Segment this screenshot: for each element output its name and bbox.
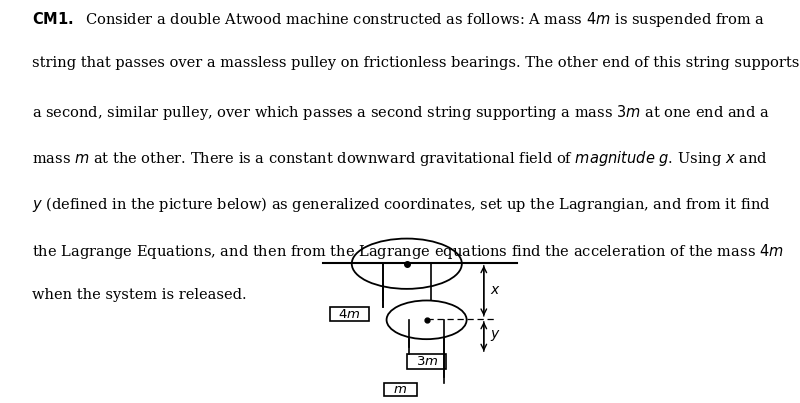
Text: $m$: $m$: [394, 383, 407, 396]
Text: $4m$: $4m$: [338, 307, 361, 320]
Text: $3m$: $3m$: [415, 355, 438, 368]
Text: when the system is released.: when the system is released.: [32, 288, 246, 302]
Text: $x$: $x$: [490, 283, 500, 297]
Text: $y$ (defined in the picture below) as generalized coordinates, set up the Lagran: $y$ (defined in the picture below) as ge…: [32, 195, 770, 214]
Text: a second, similar pulley, over which passes a second string supporting a mass $3: a second, similar pulley, over which pas…: [32, 103, 770, 122]
Text: $y$: $y$: [490, 328, 500, 343]
Text: $\bf{CM1.}$  Consider a double Atwood machine constructed as follows: A mass $4m: $\bf{CM1.}$ Consider a double Atwood mac…: [32, 10, 765, 29]
Text: mass $m$ at the other. There is a constant downward gravitational field of $\it{: mass $m$ at the other. There is a consta…: [32, 149, 768, 168]
Text: string that passes over a massless pulley on frictionless bearings. The other en: string that passes over a massless pulle…: [32, 56, 799, 71]
Text: the Lagrange Equations, and then from the Lagrange equations find the accelerati: the Lagrange Equations, and then from th…: [32, 242, 784, 261]
Bar: [330, 307, 370, 321]
Bar: [407, 354, 446, 369]
Bar: [384, 383, 417, 396]
